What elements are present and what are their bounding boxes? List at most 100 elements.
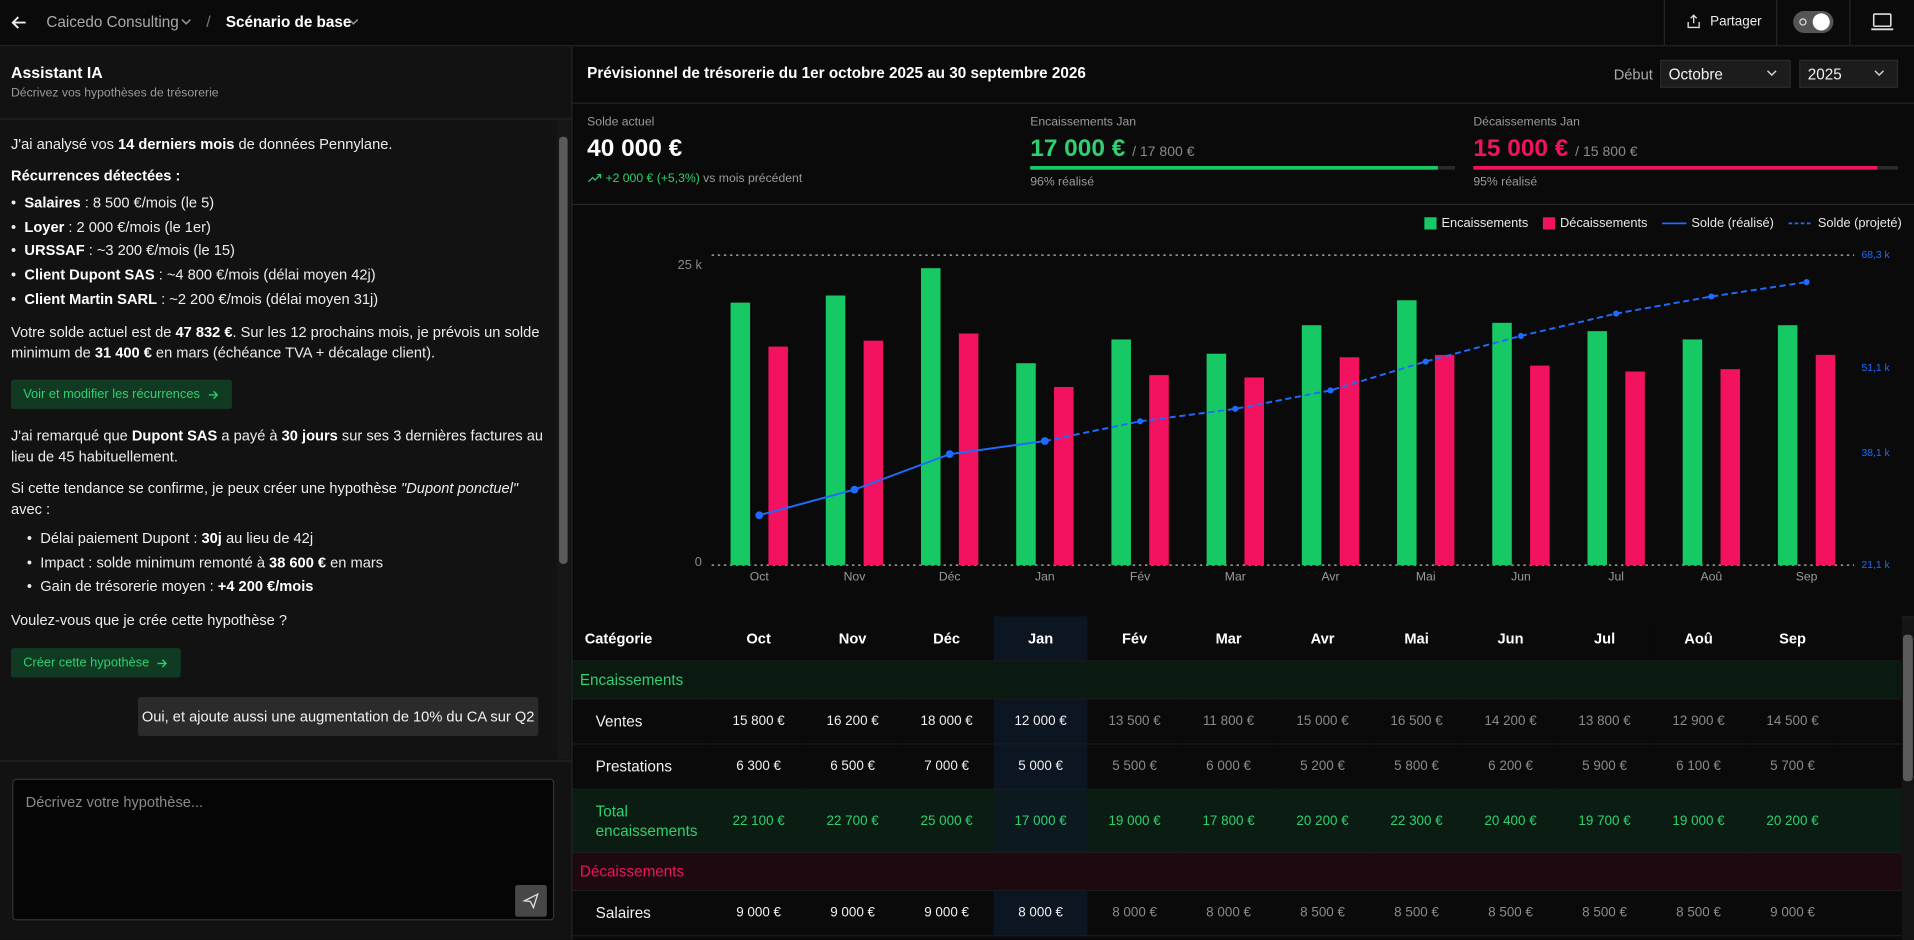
progress-fill (1473, 166, 1877, 170)
create-button[interactable]: Créer cette hypothèse (11, 648, 181, 677)
point (1708, 293, 1714, 299)
message-text: J'ai analysé vos 14 derniers mois de don… (11, 134, 548, 155)
company-name[interactable]: Caicedo Consulting (46, 13, 178, 30)
section-row: Décaissements (572, 853, 1901, 891)
scrollbar[interactable] (557, 120, 570, 760)
divider (572, 103, 1914, 104)
cell: 22 700 € (806, 789, 900, 852)
target: / 15 800 € (1575, 145, 1637, 160)
hypothesis-input[interactable]: Décrivez votre hypothèse... (12, 779, 554, 921)
point (1042, 438, 1048, 444)
back-button[interactable] (10, 13, 28, 31)
text-run: Client Dupont SAS (24, 266, 154, 283)
scenario-name[interactable]: Scénario de base (226, 13, 352, 30)
summary-label: Encaissements Jan (1030, 116, 1136, 129)
column-header: Aoû (1652, 616, 1746, 661)
bar (731, 303, 751, 566)
row-label: Total encaissements (572, 789, 711, 852)
point (1327, 387, 1333, 393)
cell: 16 200 € (806, 699, 900, 744)
cell: 9 000 € (1746, 890, 1840, 935)
bar (1302, 325, 1322, 565)
send-button[interactable] (515, 885, 547, 917)
summary-label: Solde actuel (587, 116, 654, 129)
column-header: Oct (712, 616, 806, 661)
year-select[interactable]: 2025 (1799, 60, 1898, 88)
cell: 6 500 € (806, 744, 900, 789)
text-run: en mars (échéance TVA + décalage client)… (152, 344, 435, 361)
cell: 9 000 € (712, 890, 806, 935)
bar (1587, 331, 1607, 565)
bar (959, 334, 979, 566)
recurrence-list: Salaires : 8 500 €/mois (le 5)Loyer : 2 … (11, 192, 548, 312)
column-header: Jun (1464, 616, 1558, 661)
divider (1776, 0, 1777, 45)
button-label: Voir et modifier les récurrences (23, 387, 200, 402)
x-tick-label: Aoû (1701, 570, 1723, 584)
scrollbar[interactable] (1902, 618, 1914, 940)
chevron (181, 18, 192, 25)
list-item: Client Dupont SAS : ~4 800 €/mois (délai… (11, 264, 548, 288)
cell: 9 000 € (806, 890, 900, 935)
cell: 8 500 € (1464, 890, 1558, 935)
chevron (1874, 70, 1885, 77)
scrollbar-thumb[interactable] (559, 137, 568, 564)
cell: 15 800 € (712, 699, 806, 744)
cell: 14 200 € (1464, 699, 1558, 744)
cell: 8 500 € (1370, 890, 1464, 935)
text-run: : ~2 200 €/mois (délai moyen 31j) (157, 290, 378, 307)
text-run: Délai paiement Dupont : (40, 530, 201, 547)
assistant-title: Assistant IA (11, 63, 103, 81)
button-label: Créer cette hypothèse (23, 655, 149, 670)
bar (1397, 300, 1417, 565)
theme-toggle[interactable] (1793, 11, 1833, 33)
progress-fill (1030, 166, 1438, 170)
cell: 5 500 € (1088, 744, 1182, 789)
cell: 8 000 € (994, 890, 1088, 935)
legend-marker (1424, 217, 1436, 229)
column-header: Catégorie (572, 616, 711, 661)
share-button[interactable]: Partager (1710, 15, 1762, 30)
progress-label: 96% réalisé (1030, 176, 1094, 189)
section-title: Décaissements (572, 853, 1901, 891)
chart: 025 k21,1 k38,1 k51,1 k68,3 kOctNovDécJa… (572, 204, 1914, 617)
text-run: "Dupont ponctuel" (401, 480, 518, 497)
trend-icon (587, 173, 602, 183)
cell: 8 500 € (1652, 890, 1746, 935)
summary-label: Décaissements Jan (1473, 116, 1580, 129)
bar (921, 268, 941, 565)
device-icon[interactable] (1870, 12, 1894, 32)
list-item: Gain de trésorerie moyen : +4 200 €/mois (27, 575, 540, 599)
cell: 6 200 € (1464, 744, 1558, 789)
point (1232, 406, 1238, 412)
bar (1435, 355, 1455, 565)
month-select[interactable]: Octobre (1660, 60, 1791, 88)
assistant-subtitle: Décrivez vos hypothèses de trésorerie (11, 87, 219, 100)
spacer (1840, 744, 1902, 789)
x-tick-label: Avr (1321, 570, 1339, 584)
text-run: 47 832 € (175, 323, 232, 340)
scrollbar-thumb[interactable] (1903, 635, 1913, 781)
panel-title: Prévisionnel de trésorerie du 1er octobr… (587, 65, 1086, 82)
legend-label: Encaissements (1441, 215, 1528, 230)
text-run: : ~4 800 €/mois (délai moyen 42j) (155, 266, 376, 283)
cell: 5 200 € (1276, 744, 1370, 789)
spacer (1840, 789, 1902, 852)
bar (1530, 366, 1550, 566)
text-run: J'ai analysé vos (11, 135, 118, 152)
table-row: Salaires9 000 €9 000 €9 000 €8 000 €8 00… (572, 890, 1901, 935)
column-header: Jul (1558, 616, 1652, 661)
recurrences-button[interactable]: Voir et modifier les récurrences (11, 380, 232, 409)
progress-track (1030, 166, 1455, 170)
cell: 11 800 € (1182, 699, 1276, 744)
text-run: Récurrences détectées : (11, 167, 180, 184)
cell: 5 900 € (1558, 744, 1652, 789)
bar (1340, 357, 1360, 565)
cell: 14 500 € (1746, 699, 1840, 744)
bar (1816, 355, 1836, 565)
cell: 9 000 € (900, 890, 994, 935)
x-tick-label: Mar (1225, 570, 1246, 584)
text-run: en mars (326, 554, 383, 571)
